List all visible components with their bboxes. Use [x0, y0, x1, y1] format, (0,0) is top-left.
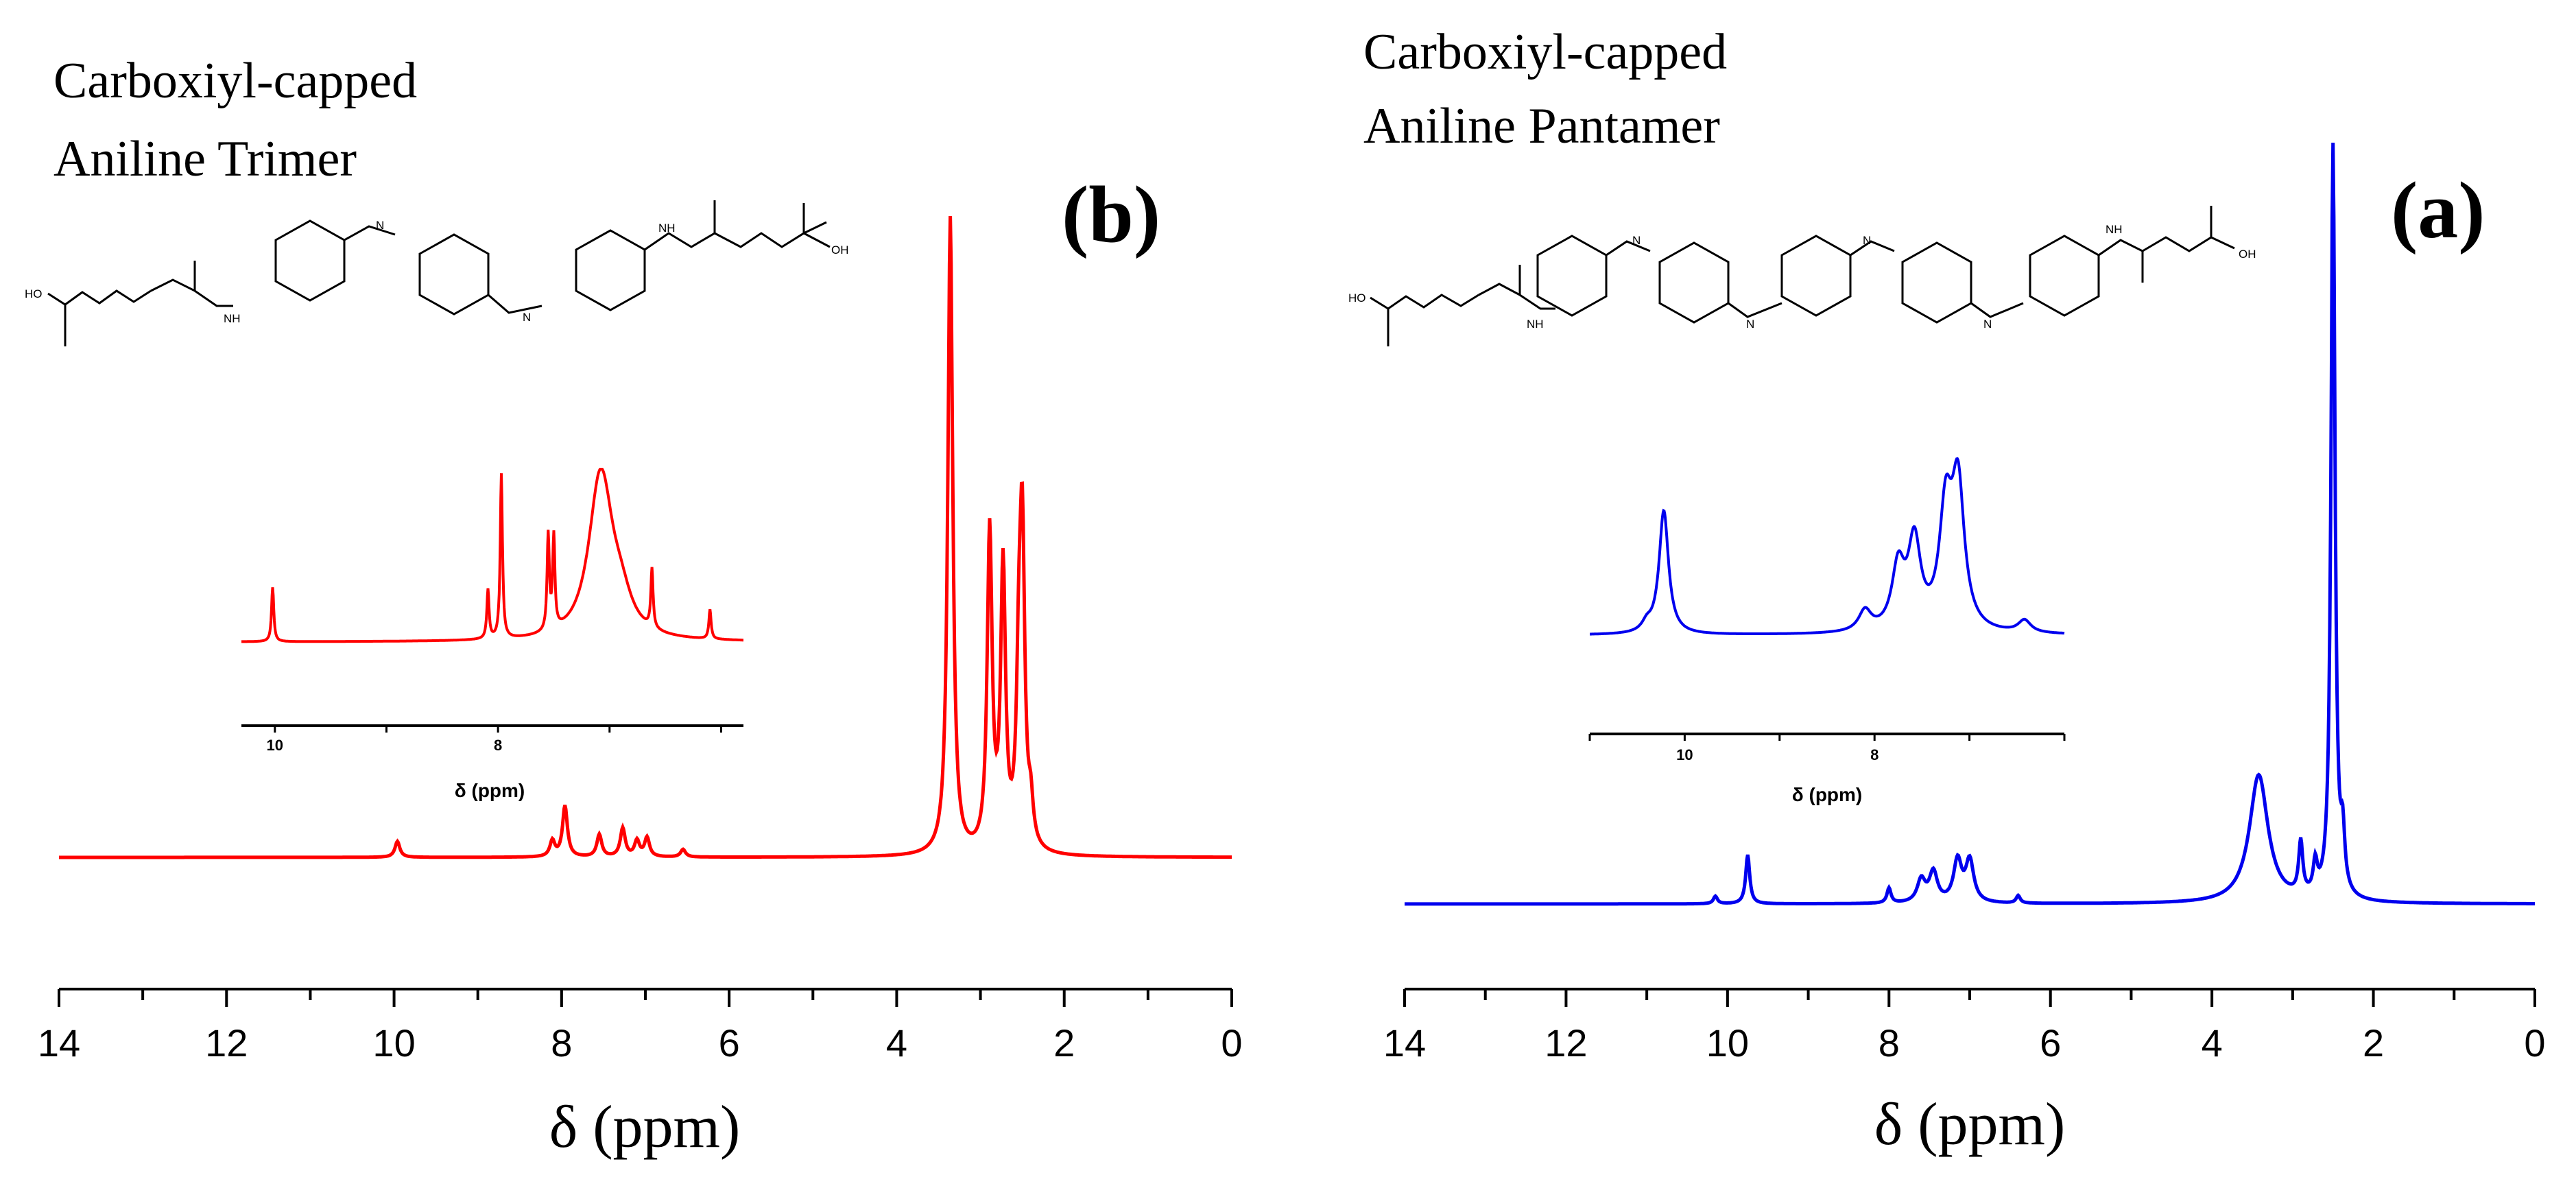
- atom-label: N: [523, 311, 531, 324]
- atom-label: N: [1632, 234, 1641, 247]
- title-line-1: Carboxiyl-capped: [53, 53, 417, 109]
- tick-label-10: 10: [372, 1021, 415, 1065]
- tick-label-0: 0: [1221, 1021, 1242, 1065]
- atom-label: N: [1863, 234, 1871, 247]
- trimer-atom-labels: HO NH N N NH OH: [25, 219, 849, 325]
- atom-label: NH: [1527, 318, 1544, 331]
- tick-label-8: 8: [551, 1021, 572, 1065]
- inset-tick-label-8: 8: [494, 737, 502, 754]
- inset-tick-label-10: 10: [267, 737, 283, 754]
- trimer-structure-icon: [48, 200, 830, 346]
- panel-b: Carboxiyl-capped Aniline Trimer (b) HO N…: [25, 53, 1243, 1161]
- tick-label-8: 8: [1879, 1021, 1900, 1065]
- atom-label: OH: [831, 243, 849, 257]
- tick-label-6: 6: [2040, 1021, 2061, 1065]
- atom-label: N: [1746, 318, 1754, 331]
- inset-spectrum: [241, 469, 743, 641]
- pentamer-structure-icon: [1370, 206, 2234, 346]
- inset-tick-label-10: 10: [1676, 746, 1693, 763]
- x-tick-labels: 14 12 10 8 6 4 2 0: [38, 1021, 1243, 1065]
- panel-label: (b): [1062, 169, 1160, 259]
- atom-label: OH: [2239, 248, 2256, 261]
- atom-label: N: [376, 219, 384, 232]
- x-axis-label: δ (ppm): [1874, 1091, 2066, 1158]
- tick-label-14: 14: [38, 1021, 80, 1065]
- title-line-2: Aniline Pantamer: [1363, 98, 1720, 154]
- x-axis-label: δ (ppm): [549, 1094, 741, 1161]
- pentamer-atom-labels: HO NH N N N N NH OH: [1348, 223, 2256, 331]
- atom-label: HO: [1348, 292, 1366, 305]
- title-line-2: Aniline Trimer: [53, 131, 357, 187]
- tick-label-12: 12: [205, 1021, 248, 1065]
- tick-label-10: 10: [1706, 1021, 1749, 1065]
- tick-label-2: 2: [2363, 1021, 2384, 1065]
- inset-x-axis-label: δ (ppm): [1792, 784, 1863, 805]
- tick-label-4: 4: [886, 1021, 907, 1065]
- x-ticks: [1405, 989, 2535, 1007]
- inset-x-axis-label: δ (ppm): [455, 780, 525, 801]
- panel-a: Carboxiyl-capped Aniline Pantamer (a) HO…: [1348, 24, 2546, 1158]
- atom-label: NH: [658, 222, 676, 235]
- atom-label: N: [1983, 318, 1992, 331]
- tick-label-14: 14: [1383, 1021, 1426, 1065]
- atom-label: NH: [2106, 223, 2123, 236]
- inset-tick-label-8: 8: [1870, 746, 1879, 763]
- nmr-figure: Carboxiyl-capped Aniline Trimer (b) HO N…: [0, 0, 2576, 1188]
- x-ticks: [59, 989, 1232, 1007]
- atom-label: HO: [25, 287, 43, 300]
- tick-label-4: 4: [2202, 1021, 2223, 1065]
- tick-label-6: 6: [719, 1021, 740, 1065]
- panel-label: (a): [2391, 165, 2485, 255]
- tick-label-12: 12: [1545, 1021, 1587, 1065]
- title-line-1: Carboxiyl-capped: [1363, 24, 1727, 80]
- tick-label-2: 2: [1053, 1021, 1075, 1065]
- main-spectrum: [1405, 143, 2535, 904]
- tick-label-0: 0: [2524, 1021, 2545, 1065]
- atom-label: NH: [224, 312, 241, 325]
- x-tick-labels: 14 12 10 8 6 4 2 0: [1383, 1021, 2546, 1065]
- inset-spectrum: [1590, 459, 2064, 634]
